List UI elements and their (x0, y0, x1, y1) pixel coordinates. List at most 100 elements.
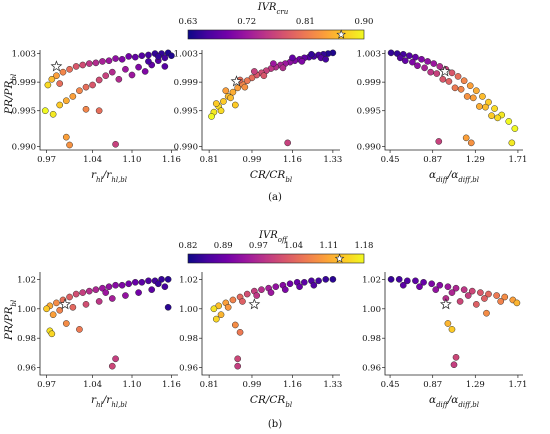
y-tick-label: 0.999 (357, 78, 381, 88)
data-point (493, 292, 500, 299)
data-point (215, 302, 222, 310)
data-point (95, 76, 103, 84)
x-tick-label: 0.99 (242, 155, 261, 165)
data-point (481, 295, 488, 302)
y-tick-label: 0.990 (174, 142, 198, 152)
colorbar-tick-label: 1.11 (319, 241, 338, 251)
data-point (49, 311, 57, 318)
x-tick-label: 0.99 (242, 380, 261, 390)
data-point (49, 110, 57, 118)
data-point (483, 309, 490, 317)
x-axis-label: rhl/rhl,bl (91, 394, 127, 409)
data-point (112, 281, 119, 289)
data-point (505, 118, 513, 125)
x-tick-label: 1.71 (508, 380, 527, 390)
data-point (412, 277, 419, 285)
y-tick-label: 1.003 (174, 50, 198, 60)
data-point (241, 83, 249, 91)
x-axis-label: αdiff/αdiff,bl (429, 169, 479, 184)
data-point (135, 289, 142, 296)
data-point (148, 286, 156, 293)
x-tick-label: 0.87 (423, 155, 442, 165)
data-point (128, 71, 136, 79)
y-tick-label: 1.003 (357, 50, 381, 60)
data-point (433, 70, 441, 77)
star-marker (248, 298, 261, 310)
data-point (310, 281, 318, 289)
colorbar-b-star (334, 253, 345, 263)
x-axis-label: αdiff/αdiff,bl (429, 394, 479, 409)
data-point (56, 306, 64, 314)
data-point (399, 281, 407, 289)
y-tick-label: 1.02 (362, 275, 381, 285)
x-tick-label: 1.16 (162, 155, 181, 165)
data-point (418, 55, 425, 63)
data-point (469, 94, 477, 102)
data-point (251, 68, 258, 75)
data-point (217, 107, 225, 115)
data-point (44, 81, 52, 89)
x-tick-label: 0.97 (37, 380, 56, 390)
y-tick-label: 0.98 (362, 334, 381, 344)
data-point (270, 60, 277, 67)
data-point (421, 64, 428, 72)
data-point (296, 283, 303, 291)
colorbar-tick-label: 1.18 (355, 241, 374, 251)
data-point (115, 75, 123, 83)
colorbar-tick-label: 0.63 (179, 17, 198, 27)
data-point (164, 276, 172, 283)
data-point (108, 68, 116, 76)
data-point (466, 82, 474, 90)
data-point (69, 303, 77, 311)
data-point (66, 65, 73, 73)
data-point (227, 94, 234, 102)
y-tick-label: 1.00 (17, 305, 36, 315)
data-point (454, 73, 462, 80)
x-tick-label: 0.45 (381, 380, 400, 390)
data-point (329, 276, 337, 283)
data-point (135, 63, 142, 71)
data-point (53, 72, 60, 80)
data-point (76, 326, 83, 333)
colorbar-b-bar (187, 253, 365, 264)
x-axis-label: CR/CRbl (250, 394, 292, 409)
data-point (234, 355, 242, 363)
data-point (464, 292, 472, 299)
data-point (281, 286, 289, 293)
data-point (48, 330, 56, 338)
y-tick-label: 0.990 (357, 142, 381, 152)
axis-spines (384, 50, 523, 151)
data-point (72, 290, 80, 298)
data-point (284, 139, 291, 147)
colorbar-b: IVRoff 0.82 0.89 0.97 1.04 1.11 1.18 (179, 230, 374, 264)
data-point (511, 125, 519, 132)
data-point (95, 298, 103, 305)
x-axis-label: CR/CRbl (250, 169, 292, 184)
data-point (224, 303, 232, 311)
star-marker (59, 298, 71, 310)
x-tick-label: 0.87 (423, 380, 442, 390)
x-tick-label: 1.71 (508, 155, 527, 165)
data-point (231, 321, 239, 329)
y-tick-label: 0.96 (17, 364, 36, 374)
data-point (66, 293, 73, 301)
data-point (69, 93, 77, 100)
data-point (118, 281, 126, 289)
data-point (217, 311, 225, 318)
data-point (439, 75, 447, 83)
data-point (89, 81, 96, 89)
data-point (497, 298, 505, 305)
data-point (456, 298, 464, 305)
data-point (452, 354, 460, 361)
data-point (208, 113, 215, 120)
data-point (62, 133, 70, 141)
axis-spines (384, 272, 523, 376)
data-point (448, 69, 456, 77)
colorbar-tick-label: 0.82 (179, 241, 198, 251)
data-point (239, 298, 246, 305)
x-tick-label: 1.04 (83, 155, 102, 165)
figure-a: IVRcru 0.63 0.72 0.81 0.90 PR/PRbl 1.003 0.9… (3, 2, 527, 203)
